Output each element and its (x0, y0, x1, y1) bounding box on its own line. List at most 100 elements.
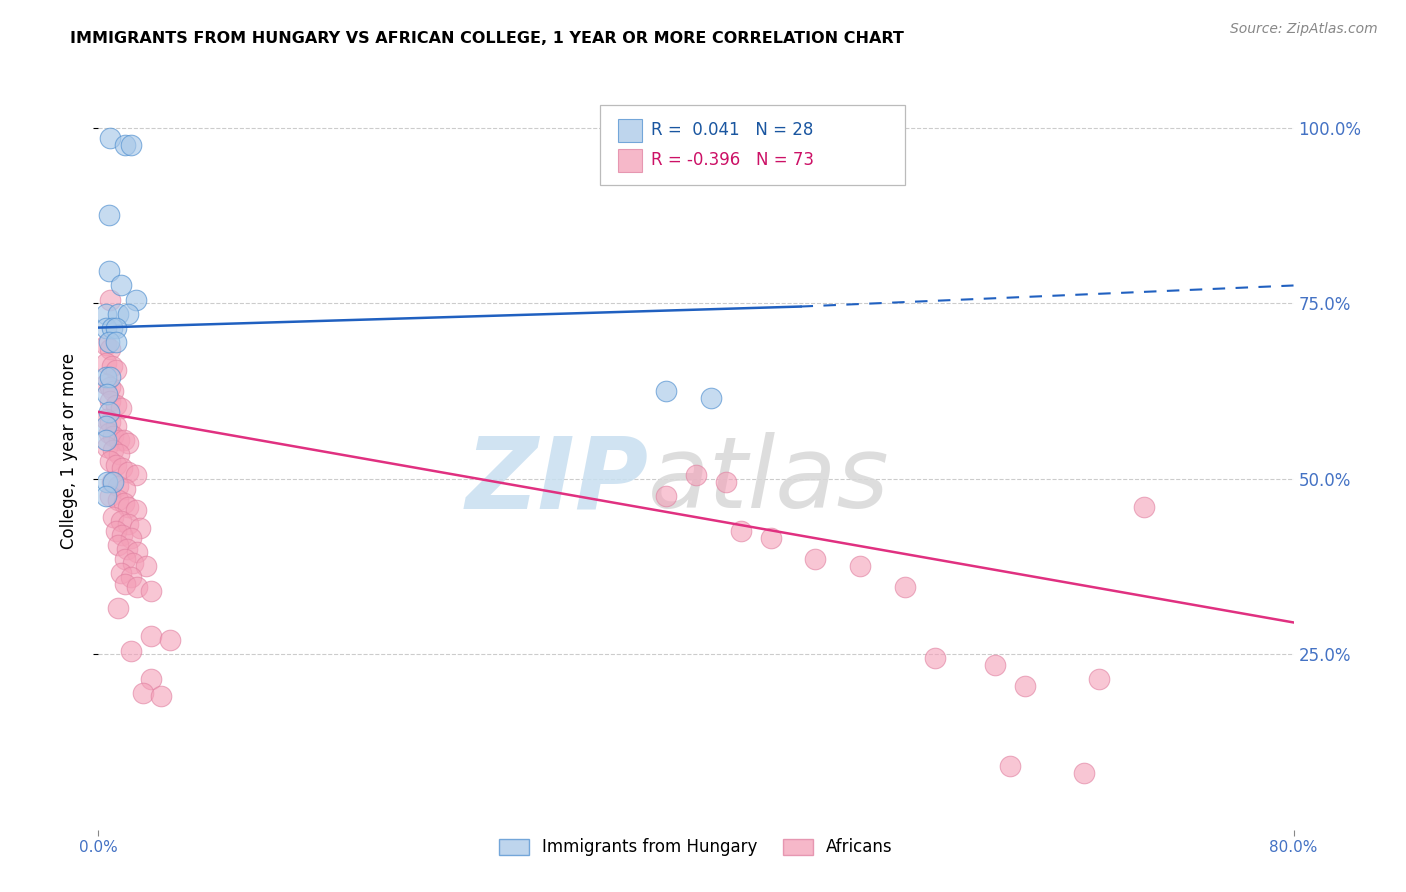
Point (139, 583, 162, 598)
Point (97, 425, 120, 440)
Text: atlas: atlas (648, 433, 890, 529)
Point (111, 461, 134, 475)
Point (105, 398, 128, 412)
Point (759, 531, 782, 545)
Point (103, 429, 125, 443)
Point (103, 384, 125, 398)
Point (924, 650, 946, 665)
Point (101, 320, 124, 334)
Point (98, 293, 122, 307)
Point (114, 482, 136, 496)
Point (98, 454, 122, 468)
Point (132, 686, 155, 700)
Point (98, 380, 122, 394)
Point (117, 517, 139, 532)
Point (107, 538, 129, 552)
Point (97, 405, 120, 419)
Point (135, 559, 157, 574)
Point (94, 338, 117, 352)
Point (125, 503, 148, 517)
Point (159, 633, 181, 648)
Point (120, 138, 142, 153)
Point (111, 527, 134, 541)
Point (101, 359, 124, 374)
Point (1073, 766, 1095, 780)
Point (96, 440, 118, 454)
Point (115, 541, 138, 556)
Point (107, 478, 129, 492)
Point (105, 524, 128, 539)
Point (1133, 500, 1156, 514)
Bar (619, 150, 643, 172)
Point (127, 545, 149, 559)
Point (117, 307, 139, 321)
Point (1014, 679, 1036, 693)
Point (94, 412, 117, 426)
Point (120, 570, 142, 584)
Point (112, 433, 135, 447)
Text: ZIP: ZIP (465, 433, 648, 529)
Point (655, 489, 678, 503)
Point (98, 416, 122, 430)
Point (655, 384, 678, 398)
Point (127, 580, 149, 594)
Point (110, 514, 132, 528)
Point (117, 465, 139, 479)
Point (105, 458, 128, 472)
Point (94, 356, 117, 370)
Text: R = -0.396   N = 73: R = -0.396 N = 73 (651, 151, 814, 169)
Point (94, 307, 117, 321)
Point (94, 320, 117, 334)
Bar (619, 120, 643, 142)
Point (114, 577, 136, 591)
Point (849, 559, 872, 574)
Point (98, 489, 122, 503)
Point (984, 657, 1007, 672)
Point (98, 131, 122, 145)
Point (94, 433, 117, 447)
Point (97, 208, 120, 222)
Point (129, 521, 152, 535)
Point (101, 475, 124, 489)
Point (114, 138, 136, 153)
Point (110, 401, 132, 416)
Point (98, 369, 122, 384)
Point (96, 475, 118, 489)
Point (150, 689, 173, 703)
Point (107, 601, 129, 615)
Point (998, 759, 1021, 773)
Point (894, 580, 917, 594)
Text: Source: ZipAtlas.com: Source: ZipAtlas.com (1230, 22, 1378, 37)
Point (96, 387, 118, 401)
Point (98, 394, 122, 409)
Point (804, 552, 827, 566)
Point (97, 264, 120, 278)
Point (94, 376, 117, 391)
Y-axis label: College, 1 year or more: College, 1 year or more (59, 352, 77, 549)
Point (1088, 672, 1111, 686)
Point (108, 433, 131, 447)
Point (110, 278, 132, 293)
Point (125, 468, 148, 483)
Point (117, 436, 139, 450)
Text: R =  0.041   N = 28: R = 0.041 N = 28 (651, 120, 813, 139)
Point (730, 524, 752, 539)
Point (714, 475, 737, 489)
Point (125, 293, 148, 307)
Point (105, 362, 128, 376)
Point (685, 468, 707, 483)
Point (700, 391, 723, 405)
Point (112, 496, 135, 510)
Point (94, 369, 117, 384)
Point (105, 418, 128, 433)
Point (139, 630, 162, 644)
Point (108, 447, 131, 461)
Point (105, 334, 128, 349)
Point (107, 492, 129, 507)
Point (103, 475, 125, 489)
Point (110, 566, 132, 581)
Point (98, 342, 122, 356)
Point (103, 510, 125, 524)
Point (94, 418, 117, 433)
Point (120, 531, 142, 545)
